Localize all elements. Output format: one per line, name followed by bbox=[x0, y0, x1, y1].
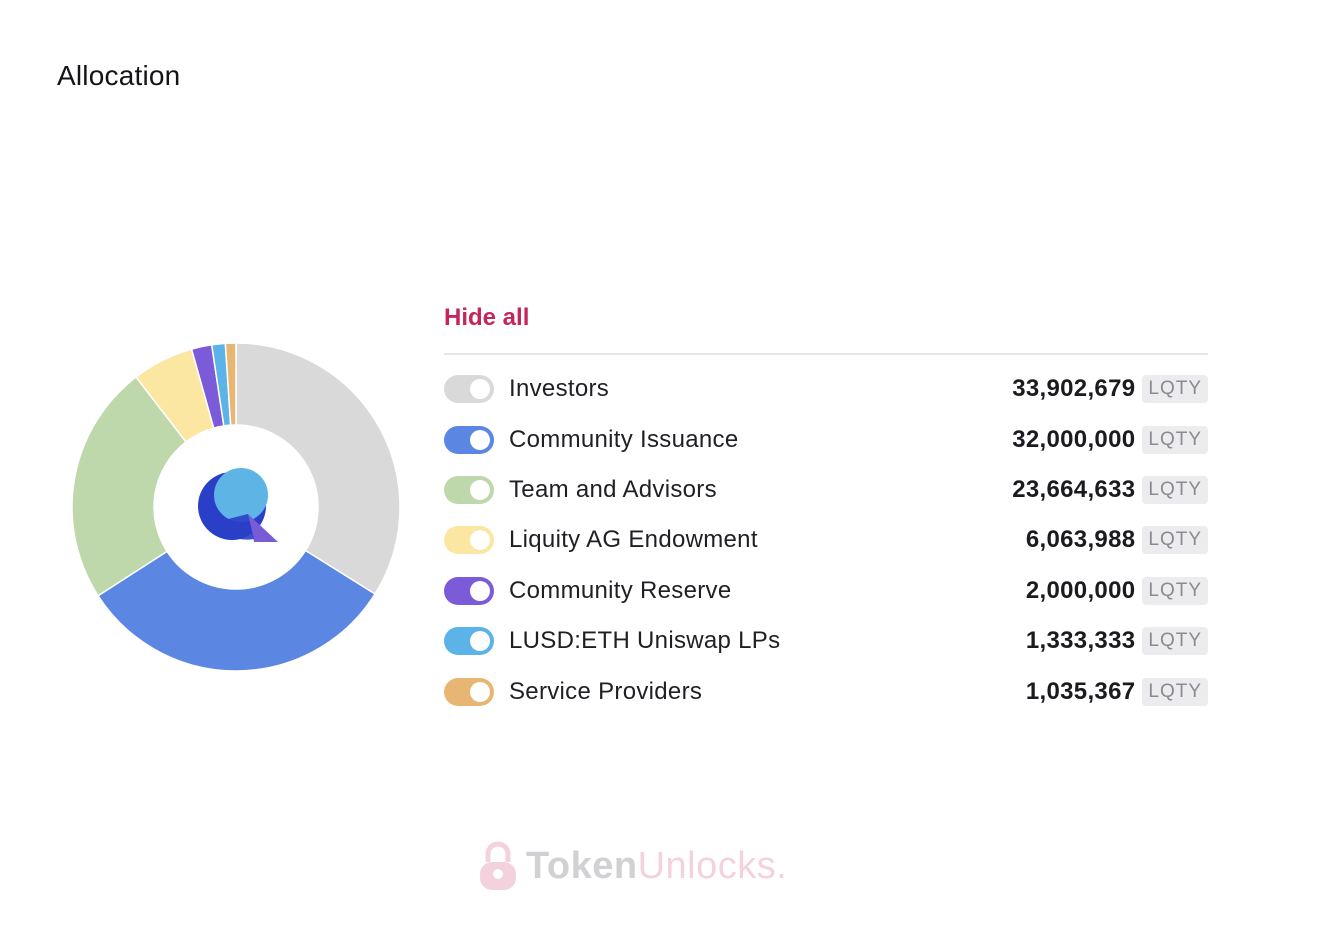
watermark-token: Token bbox=[526, 844, 638, 887]
legend-value: 1,333,333 bbox=[1025, 627, 1136, 655]
tokenunlocks-watermark: TokenUnlocks. bbox=[478, 838, 787, 894]
donut-svg bbox=[72, 343, 400, 671]
legend-label: Investors bbox=[509, 375, 610, 403]
legend-toggle[interactable] bbox=[444, 375, 494, 404]
hide-all-button[interactable]: Hide all bbox=[444, 304, 530, 331]
legend-item: Liquity AG Endowment 6,063,988 LQTY bbox=[444, 515, 1208, 565]
legend-label: Team and Advisors bbox=[509, 475, 717, 503]
allocation-legend: Hide all Investors 33,902,679 LQTY Communit… bbox=[444, 300, 1208, 717]
unit-badge: LQTY bbox=[1142, 526, 1208, 555]
legend-item: Investors 33,902,679 LQTY bbox=[444, 364, 1208, 414]
toggle-knob bbox=[470, 429, 490, 450]
legend-toggle[interactable] bbox=[444, 475, 494, 504]
legend-toggle[interactable] bbox=[444, 677, 494, 706]
legend-item: LUSD:ETH Uniswap LPs 1,333,333 LQTY bbox=[444, 616, 1208, 666]
unit-badge: LQTY bbox=[1142, 677, 1208, 706]
legend-value: 1,035,367 bbox=[1025, 677, 1136, 705]
unit-badge: LQTY bbox=[1142, 475, 1208, 504]
legend-item: Team and Advisors 23,664,633 LQTY bbox=[444, 465, 1208, 515]
watermark-unlocks: Unlocks bbox=[637, 844, 777, 887]
legend-value: 2,000,000 bbox=[1025, 576, 1136, 604]
legend-label: Service Providers bbox=[509, 677, 703, 705]
toggle-knob bbox=[470, 580, 490, 601]
unit-badge: LQTY bbox=[1142, 425, 1208, 454]
legend-value: 32,000,000 bbox=[1012, 425, 1136, 453]
unit-badge: LQTY bbox=[1142, 375, 1208, 404]
legend-label: LUSD:ETH Uniswap LPs bbox=[509, 627, 781, 655]
page-title: Allocation bbox=[57, 60, 181, 91]
toggle-knob bbox=[470, 530, 490, 551]
toggle-knob bbox=[470, 379, 490, 400]
legend-rows: Investors 33,902,679 LQTY Community Issuanc… bbox=[444, 364, 1208, 717]
legend-label: Community Issuance bbox=[509, 425, 739, 453]
unit-badge: LQTY bbox=[1142, 576, 1208, 605]
legend-toggle[interactable] bbox=[444, 526, 494, 555]
legend-toggle[interactable] bbox=[444, 627, 494, 656]
legend-value: 23,664,633 bbox=[1012, 475, 1136, 503]
legend-item: Community Reserve 2,000,000 LQTY bbox=[444, 566, 1208, 616]
watermark-dot: . bbox=[776, 844, 788, 887]
liquity-logo-icon bbox=[198, 468, 278, 542]
legend-item: Community Issuance 32,000,000 LQTY bbox=[444, 414, 1208, 464]
legend-value: 33,902,679 bbox=[1012, 375, 1136, 403]
allocation-donut-chart bbox=[72, 343, 400, 671]
toggle-knob bbox=[470, 681, 490, 702]
legend-toggle[interactable] bbox=[444, 425, 494, 454]
unit-badge: LQTY bbox=[1142, 627, 1208, 656]
legend-value: 6,063,988 bbox=[1025, 526, 1136, 554]
toggle-knob bbox=[470, 631, 490, 652]
legend-label: Community Reserve bbox=[509, 576, 732, 604]
legend-item: Service Providers 1,035,367 LQTY bbox=[444, 666, 1208, 716]
legend-toggle[interactable] bbox=[444, 576, 494, 605]
legend-divider bbox=[444, 353, 1208, 355]
lock-icon bbox=[480, 841, 516, 890]
legend-label: Liquity AG Endowment bbox=[509, 526, 758, 554]
toggle-knob bbox=[470, 479, 490, 500]
